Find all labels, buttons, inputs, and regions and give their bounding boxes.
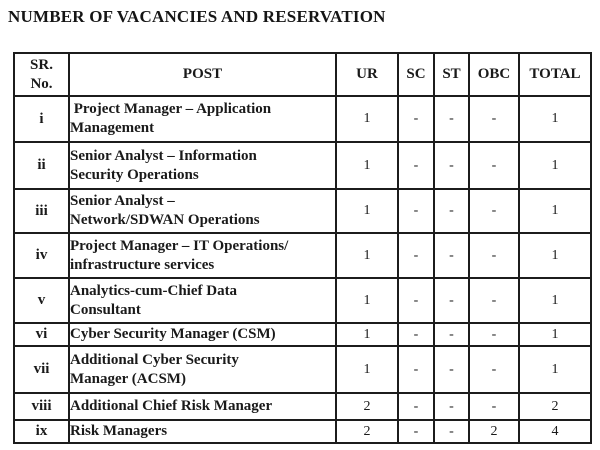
column-header-obc: OBC: [468, 52, 520, 97]
total-cell: 1: [518, 322, 592, 347]
ur-cell: 1: [335, 141, 399, 190]
ur-cell: 1: [335, 232, 399, 279]
table-row: ix Risk Managers 2 - - 2 4: [13, 419, 592, 444]
post-cell: Senior Analyst – Information Security Op…: [68, 141, 337, 190]
obc-cell: -: [468, 141, 520, 190]
sc-cell: -: [397, 95, 435, 143]
obc-cell: -: [468, 345, 520, 394]
table-row: vi Cyber Security Manager (CSM) 1 - - - …: [13, 322, 592, 347]
obc-cell: -: [468, 392, 520, 421]
sc-cell: -: [397, 188, 435, 234]
table-row: v Analytics-cum-Chief Data Consultant 1 …: [13, 277, 592, 324]
post-cell: Additional Chief Risk Manager: [68, 392, 337, 421]
total-cell: 1: [518, 232, 592, 279]
post-cell: Project Manager – IT Operations/ infrast…: [68, 232, 337, 279]
table-header-row: SR. No. POST UR SC ST OBC TOTAL: [13, 52, 592, 97]
ur-cell: 1: [335, 345, 399, 394]
post-cell: Project Manager – Application Management: [68, 95, 337, 143]
ur-cell: 2: [335, 419, 399, 444]
table-row: iii Senior Analyst – Network/SDWAN Opera…: [13, 188, 592, 234]
total-cell: 1: [518, 95, 592, 143]
sc-cell: -: [397, 392, 435, 421]
st-cell: -: [433, 392, 470, 421]
sr-no-cell: i: [13, 95, 70, 143]
table-row: iv Project Manager – IT Operations/ infr…: [13, 232, 592, 279]
st-cell: -: [433, 188, 470, 234]
total-cell: 4: [518, 419, 592, 444]
total-cell: 1: [518, 345, 592, 394]
table-row: viii Additional Chief Risk Manager 2 - -…: [13, 392, 592, 421]
sc-cell: -: [397, 419, 435, 444]
column-header-ur: UR: [335, 52, 399, 97]
obc-cell: 2: [468, 419, 520, 444]
sr-no-cell: ii: [13, 141, 70, 190]
sr-no-cell: viii: [13, 392, 70, 421]
total-cell: 1: [518, 141, 592, 190]
ur-cell: 2: [335, 392, 399, 421]
st-cell: -: [433, 95, 470, 143]
column-header-post: POST: [68, 52, 337, 97]
vacancy-reservation-table: SR. No. POST UR SC ST OBC TOTAL i Projec…: [13, 52, 592, 444]
table-row: ii Senior Analyst – Information Security…: [13, 141, 592, 190]
ur-cell: 1: [335, 95, 399, 143]
sr-no-cell: vi: [13, 322, 70, 347]
post-cell: Cyber Security Manager (CSM): [68, 322, 337, 347]
total-cell: 1: [518, 277, 592, 324]
total-cell: 2: [518, 392, 592, 421]
obc-cell: -: [468, 277, 520, 324]
sr-no-cell: iii: [13, 188, 70, 234]
st-cell: -: [433, 277, 470, 324]
st-cell: -: [433, 141, 470, 190]
column-header-sc: SC: [397, 52, 435, 97]
column-header-st: ST: [433, 52, 470, 97]
st-cell: -: [433, 232, 470, 279]
ur-cell: 1: [335, 322, 399, 347]
sr-no-cell: ix: [13, 419, 70, 444]
obc-cell: -: [468, 188, 520, 234]
sc-cell: -: [397, 141, 435, 190]
ur-cell: 1: [335, 277, 399, 324]
column-header-total: TOTAL: [518, 52, 592, 97]
table-row: i Project Manager – Application Manageme…: [13, 95, 592, 143]
sc-cell: -: [397, 277, 435, 324]
sc-cell: -: [397, 322, 435, 347]
obc-cell: -: [468, 95, 520, 143]
total-cell: 1: [518, 188, 592, 234]
post-cell: Senior Analyst – Network/SDWAN Operation…: [68, 188, 337, 234]
ur-cell: 1: [335, 188, 399, 234]
table-row: vii Additional Cyber Security Manager (A…: [13, 345, 592, 394]
column-header-sr-no: SR. No.: [13, 52, 70, 97]
sr-no-cell: vii: [13, 345, 70, 394]
st-cell: -: [433, 322, 470, 347]
post-cell: Analytics-cum-Chief Data Consultant: [68, 277, 337, 324]
st-cell: -: [433, 345, 470, 394]
obc-cell: -: [468, 322, 520, 347]
post-cell: Risk Managers: [68, 419, 337, 444]
sr-no-cell: v: [13, 277, 70, 324]
sc-cell: -: [397, 345, 435, 394]
page-title: NUMBER OF VACANCIES AND RESERVATION: [8, 7, 386, 26]
post-cell: Additional Cyber Security Manager (ACSM): [68, 345, 337, 394]
st-cell: -: [433, 419, 470, 444]
obc-cell: -: [468, 232, 520, 279]
sr-no-cell: iv: [13, 232, 70, 279]
sc-cell: -: [397, 232, 435, 279]
